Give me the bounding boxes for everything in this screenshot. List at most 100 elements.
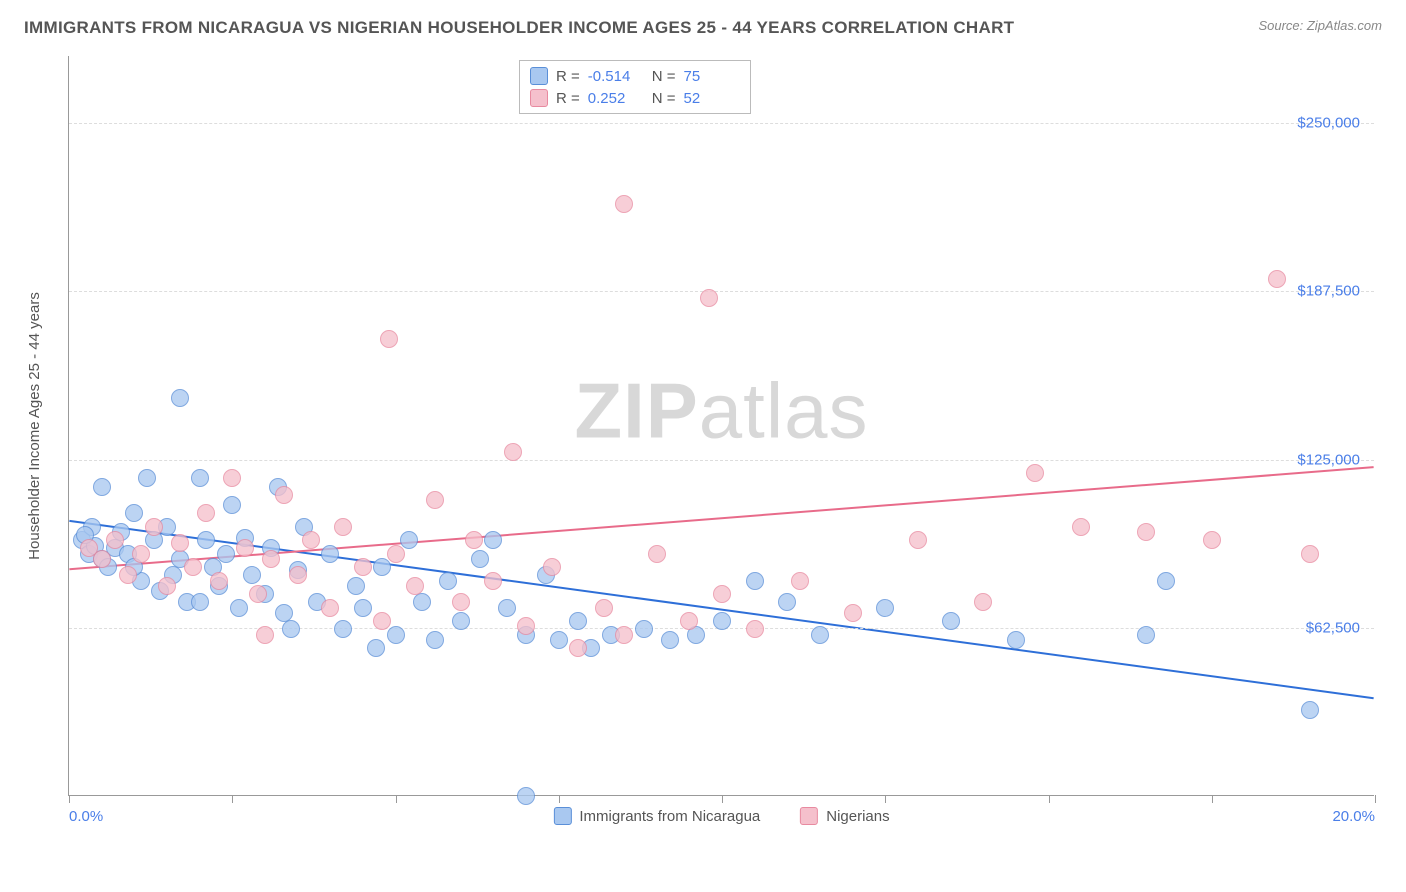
x-tick [722,795,723,803]
data-point [191,469,209,487]
data-point [354,599,372,617]
data-point [498,599,516,617]
y-axis-title: Householder Income Ages 25 - 44 years [26,292,43,560]
data-point [452,593,470,611]
n-value: 52 [684,90,740,107]
data-point [230,599,248,617]
data-point [367,639,385,657]
data-point [171,389,189,407]
data-point [256,626,274,644]
data-point [974,593,992,611]
x-tick [69,795,70,803]
n-label: N = [652,90,676,107]
data-point [223,496,241,514]
data-point [373,558,391,576]
y-tick-label: $187,500 [1297,283,1360,300]
data-point [158,577,176,595]
data-point [595,599,613,617]
data-point [275,486,293,504]
data-point [452,612,470,630]
data-point [713,585,731,603]
data-point [543,558,561,576]
data-point [942,612,960,630]
data-point [145,518,163,536]
data-point [406,577,424,595]
data-point [615,195,633,213]
data-point [282,620,300,638]
data-point [93,550,111,568]
data-point [680,612,698,630]
data-point [125,504,143,522]
stats-row: R =0.252N =52 [530,87,740,109]
x-tick [232,795,233,803]
r-label: R = [556,90,580,107]
data-point [700,289,718,307]
data-point [373,612,391,630]
data-point [517,787,535,805]
data-point [569,612,587,630]
x-tick [1049,795,1050,803]
gridline [69,460,1374,461]
data-point [106,531,124,549]
data-point [334,518,352,536]
data-point [1203,531,1221,549]
stats-legend-box: R =-0.514N =75R =0.252N =52 [519,60,751,114]
data-point [236,539,254,557]
data-point [1268,270,1286,288]
n-label: N = [652,68,676,85]
source-attribution: Source: ZipAtlas.com [1258,18,1382,33]
chart-title: IMMIGRANTS FROM NICARAGUA VS NIGERIAN HO… [24,18,1014,38]
r-label: R = [556,68,580,85]
scatter-chart: Householder Income Ages 25 - 44 years ZI… [54,56,1384,826]
data-point [569,639,587,657]
data-point [648,545,666,563]
watermark: ZIPatlas [574,365,868,456]
data-point [1007,631,1025,649]
data-point [1072,518,1090,536]
data-point [844,604,862,622]
legend-item: Immigrants from Nicaragua [553,807,760,825]
legend-swatch [553,807,571,825]
data-point [210,572,228,590]
data-point [1301,545,1319,563]
data-point [1301,701,1319,719]
data-point [413,593,431,611]
data-point [347,577,365,595]
data-point [778,593,796,611]
x-tick [885,795,886,803]
data-point [1137,523,1155,541]
data-point [243,566,261,584]
data-point [171,534,189,552]
data-point [262,550,280,568]
data-point [484,531,502,549]
data-point [334,620,352,638]
data-point [504,443,522,461]
data-point [426,631,444,649]
legend-label: Immigrants from Nicaragua [579,808,760,825]
data-point [119,566,137,584]
data-point [387,626,405,644]
data-point [191,593,209,611]
data-point [876,599,894,617]
data-point [909,531,927,549]
plot-area: ZIPatlas R =-0.514N =75R =0.252N =52 Imm… [68,56,1374,796]
data-point [400,531,418,549]
y-tick-label: $250,000 [1297,115,1360,132]
data-point [811,626,829,644]
data-point [387,545,405,563]
data-point [138,469,156,487]
data-point [1137,626,1155,644]
x-tick-label: 0.0% [69,808,103,825]
data-point [354,558,372,576]
y-tick-label: $125,000 [1297,451,1360,468]
data-point [550,631,568,649]
data-point [635,620,653,638]
data-point [289,566,307,584]
series-legend: Immigrants from NicaraguaNigerians [553,807,889,825]
data-point [517,617,535,635]
data-point [93,478,111,496]
r-value: -0.514 [588,68,644,85]
data-point [713,612,731,630]
data-point [197,504,215,522]
x-tick [1375,795,1376,803]
